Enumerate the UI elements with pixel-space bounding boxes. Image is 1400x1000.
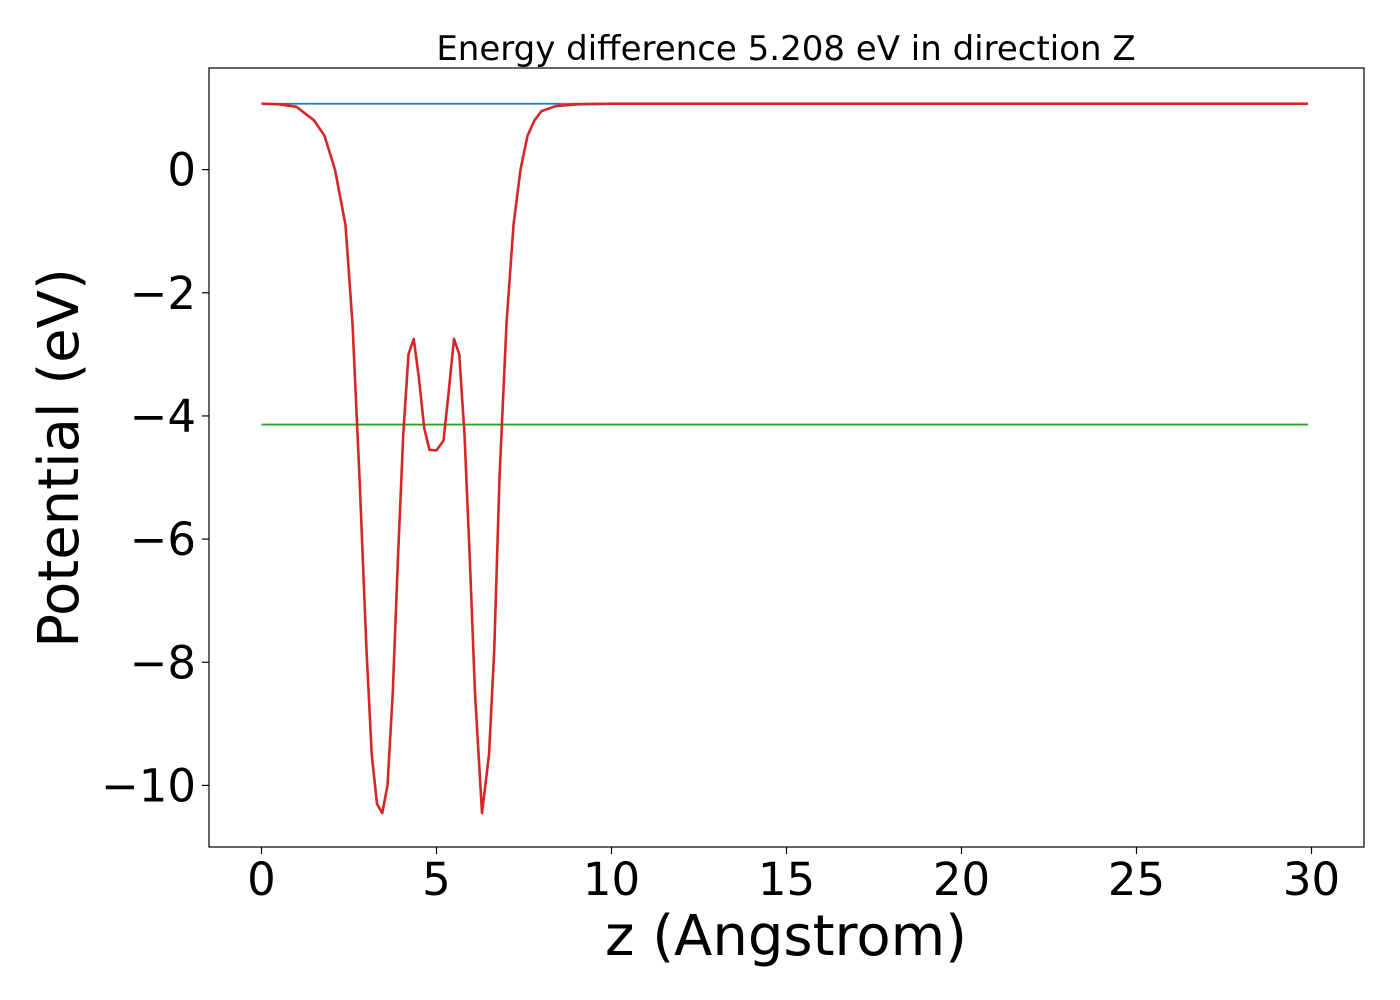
series-layer <box>261 102 1308 815</box>
y-axis-label: Potential (eV) <box>27 268 92 648</box>
x-tick-label: 20 <box>933 853 990 906</box>
y-tick-label: −8 <box>130 636 196 689</box>
x-tick-label: 0 <box>247 853 276 906</box>
x-tick-label: 25 <box>1108 853 1165 906</box>
chart-title: Energy difference 5.208 eV in direction … <box>436 29 1135 69</box>
x-tick-label: 15 <box>758 853 815 906</box>
plot-frame <box>208 67 1365 848</box>
y-tick-label: 0 <box>167 144 196 197</box>
y-tick-label: −2 <box>130 267 196 320</box>
y-tick-label: −4 <box>130 390 196 443</box>
y-axis: −10 −8 −6 −4 −2 0 <box>101 144 209 812</box>
x-axis-label: z (Angstrom) <box>605 904 967 969</box>
x-tick-label: 30 <box>1283 853 1340 906</box>
series-line-3 <box>261 102 1308 815</box>
y-tick-label: −10 <box>101 759 196 812</box>
x-axis: 0 5 10 15 20 25 30 <box>247 847 1340 906</box>
x-tick-label: 10 <box>583 853 640 906</box>
x-tick-label: 5 <box>422 853 451 906</box>
y-tick-label: −6 <box>130 513 196 566</box>
